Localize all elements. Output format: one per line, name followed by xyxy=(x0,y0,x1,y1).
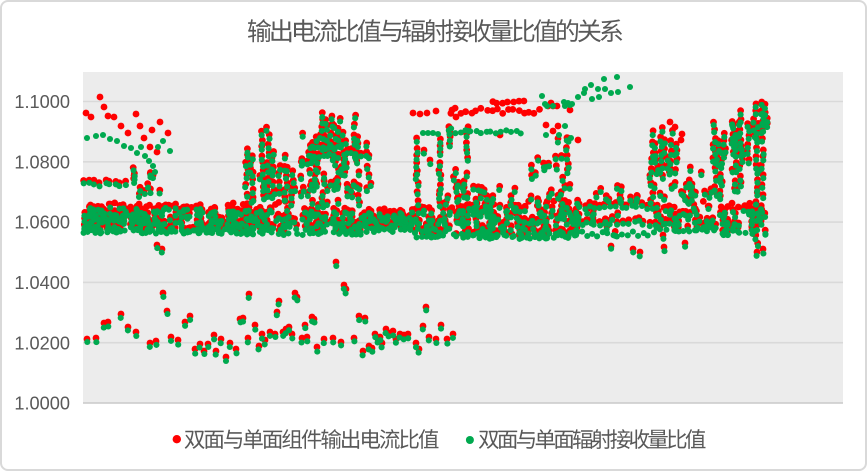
svg-text:1.0600: 1.0600 xyxy=(14,213,70,233)
svg-text:1.0400: 1.0400 xyxy=(14,273,70,293)
svg-text:1.0800: 1.0800 xyxy=(14,152,70,172)
svg-text:1.0200: 1.0200 xyxy=(14,333,70,353)
svg-text:1.0000: 1.0000 xyxy=(14,394,70,414)
svg-text:1.1000: 1.1000 xyxy=(14,92,70,112)
